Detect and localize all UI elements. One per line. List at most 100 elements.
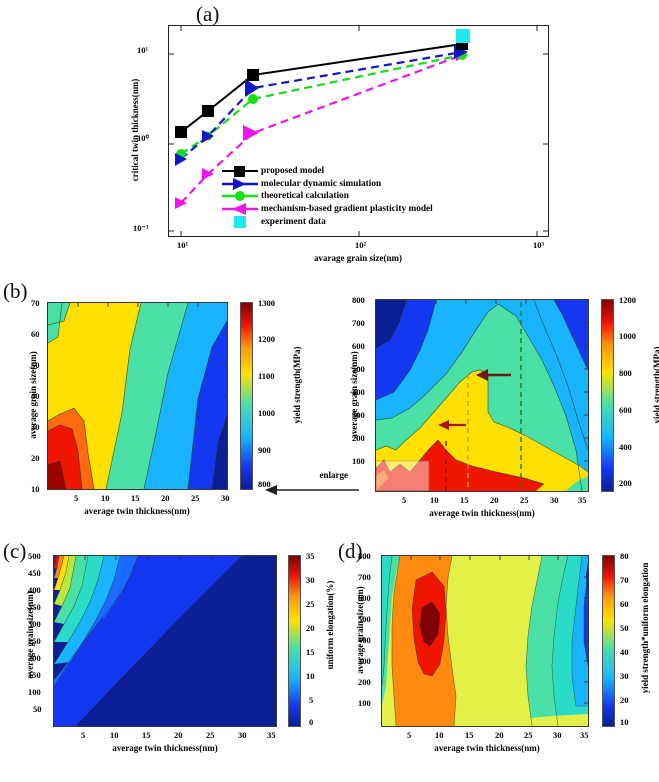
panel-b-left-xtick-10: 10 [101, 493, 110, 503]
panel-b-left-xtick-25: 25 [191, 493, 200, 503]
panel-b-left-ytick-70: 70 [31, 298, 40, 308]
panel-c-cbtick-20: 20 [306, 623, 315, 633]
panel-b-right-colorbar-label: yield strength(MPa) [652, 346, 659, 424]
panel-b-right-highlight-box [376, 460, 430, 491]
panel-c-cbtick-25: 25 [306, 599, 315, 609]
panel-b-label: (b) [3, 279, 28, 303]
legend-label-molecular-dynamic-simulation: molecular dynamic simulation [261, 178, 382, 189]
panel-d-xtick-10: 10 [435, 730, 444, 740]
panel-c-cbtick-30: 30 [306, 575, 315, 585]
panel-c-cbtick-10: 10 [306, 671, 315, 681]
panel-b-left-cbtick-1100: 1100 [258, 371, 275, 381]
panel-c-plot-area [53, 555, 277, 727]
legend-key-proposed-model [222, 165, 258, 178]
panel-c-ytick-500: 500 [28, 551, 41, 561]
panel-b-right-xtick-35: 35 [578, 495, 587, 505]
panel-c-xtick-5: 5 [81, 730, 86, 740]
marker-theoretical [176, 50, 467, 159]
legend-item-experiment-data[interactable]: experiment data [222, 215, 433, 228]
panel-c-colorbar-label: uniform elongation(%) [325, 580, 335, 670]
panel-a-xtick-1: 10² [355, 240, 367, 250]
panel-c-ytick-100: 100 [28, 687, 41, 697]
panel-a-plot-area [168, 25, 549, 237]
panel-d-xtick-35: 35 [580, 730, 589, 740]
panel-c-cbtick-0: 0 [309, 717, 314, 727]
panel-d-plot-area [381, 555, 589, 727]
series-theoretical [180, 53, 463, 155]
panel-d-cbtick-10: 10 [620, 717, 629, 727]
panel-c-cbtick-5: 5 [309, 695, 314, 705]
panel-b-left-cbtick-1200: 1200 [258, 334, 275, 344]
panel-b-left-cbtick-1000: 1000 [258, 408, 275, 418]
panel-b-right-xtick-25: 25 [520, 495, 529, 505]
panel-b-left-plot-area [47, 302, 228, 490]
legend-item-theoretical-calculation[interactable]: theoretical calculation [222, 190, 433, 203]
panel-d-cbtick-60: 60 [620, 599, 629, 609]
panel-c-xtick-10: 10 [110, 730, 119, 740]
panel-a-yaxis-label: critical twin thickness(nm) [130, 78, 140, 182]
legend-label-proposed-model: proposed model [261, 166, 325, 177]
panel-d-colorbar-label: yield strength*uniform elongation [640, 562, 650, 694]
panel-b-left-cbtick-900: 900 [258, 445, 271, 455]
panel-d-xtick-15: 15 [465, 730, 474, 740]
panel-d-ytick-300: 300 [358, 656, 371, 666]
panel-d-cbtick-20: 20 [620, 695, 629, 705]
panel-b-left-ytick-30: 30 [31, 422, 40, 432]
panel-c-cbtick-35: 35 [306, 551, 315, 561]
panel-b-left-ytick-10: 10 [31, 484, 40, 494]
panel-b-left-ytick-40: 40 [31, 391, 40, 401]
panel-d-ytick-800: 800 [358, 551, 371, 561]
panel-c-ytick-50: 50 [33, 704, 42, 714]
panel-b-left-xaxis-label: average twin thickness(nm) [84, 506, 190, 516]
panel-d-colorbar [602, 555, 615, 727]
panel-c-colorbar [288, 555, 301, 727]
panel-c-cbtick-15: 15 [306, 647, 315, 657]
panel-c-ytick-250: 250 [28, 636, 41, 646]
legend-item-mechanism-based-model[interactable]: mechanism-based gradient plasticity mode… [222, 203, 433, 216]
panel-b-right-arrow-lower [438, 420, 466, 430]
panel-b-right-dashed-lines [445, 302, 522, 491]
series-mechanism-based [180, 53, 463, 204]
panel-b-left-colorbar-label: yield strength(MPa) [292, 346, 302, 424]
panel-d-xaxis-label: average twin thickness(nm) [434, 743, 540, 753]
panel-b-right-xaxis-label: average twin thickness(nm) [429, 508, 535, 518]
panel-d-ytick-500: 500 [358, 614, 371, 624]
panel-a-label: (a) [196, 2, 220, 26]
legend-item-molecular-dynamic-simulation[interactable]: molecular dynamic simulation [222, 177, 433, 191]
panel-d-xtick-25: 25 [524, 730, 533, 740]
panel-b-right-ytick-400: 400 [352, 387, 365, 397]
panel-d-xtick-5: 5 [407, 730, 412, 740]
panel-d-xtick-30: 30 [553, 730, 562, 740]
panel-d-ytick-100: 100 [358, 698, 371, 708]
panel-b-right-yaxis-label: average grain size(nm) [349, 351, 359, 439]
panel-c-label: (c) [3, 539, 27, 563]
panel-b-right-plot-area [375, 299, 589, 492]
panel-c-xtick-25: 25 [206, 730, 215, 740]
panel-b-right-colorbar [601, 299, 614, 492]
enlarge-annotation-label: enlarge [319, 470, 349, 480]
panel-b-right-ytick-200: 200 [352, 433, 365, 443]
panel-b-right-ytick-300: 300 [352, 410, 365, 420]
panel-c-ytick-400: 400 [28, 585, 41, 595]
legend-item-proposed-model[interactable]: proposed model [222, 165, 433, 178]
panel-c-ytick-300: 300 [28, 619, 41, 629]
panel-b-right-cbtick-200: 200 [619, 478, 632, 488]
legend-label-mechanism-based-model: mechanism-based gradient plasticity mode… [261, 204, 433, 215]
marker-experiment-data [456, 29, 470, 43]
legend-key-theoretical-calculation [222, 190, 258, 202]
marker-proposed-model [175, 38, 468, 138]
enlarge-arrow-icon [265, 484, 359, 496]
panel-d-ytick-400: 400 [358, 635, 371, 645]
series-molecular [180, 50, 463, 160]
panel-b-right-cbtick-1000: 1000 [619, 331, 636, 341]
panel-c-xaxis-label: average twin thickness(nm) [112, 743, 218, 753]
legend-key-mechanism-based-model [222, 203, 258, 216]
panel-b-right-xtick-30: 30 [550, 495, 559, 505]
panel-c-xtick-15: 15 [142, 730, 151, 740]
panel-b-right-cbtick-800: 800 [619, 368, 632, 378]
panel-d-label: (d) [338, 539, 363, 563]
panel-b-right-ytick-700: 700 [352, 318, 365, 328]
panel-c-ytick-150: 150 [28, 670, 41, 680]
panel-a-xaxis-label: avarage grain size(nm) [314, 253, 402, 263]
panel-d-xtick-20: 20 [495, 730, 504, 740]
